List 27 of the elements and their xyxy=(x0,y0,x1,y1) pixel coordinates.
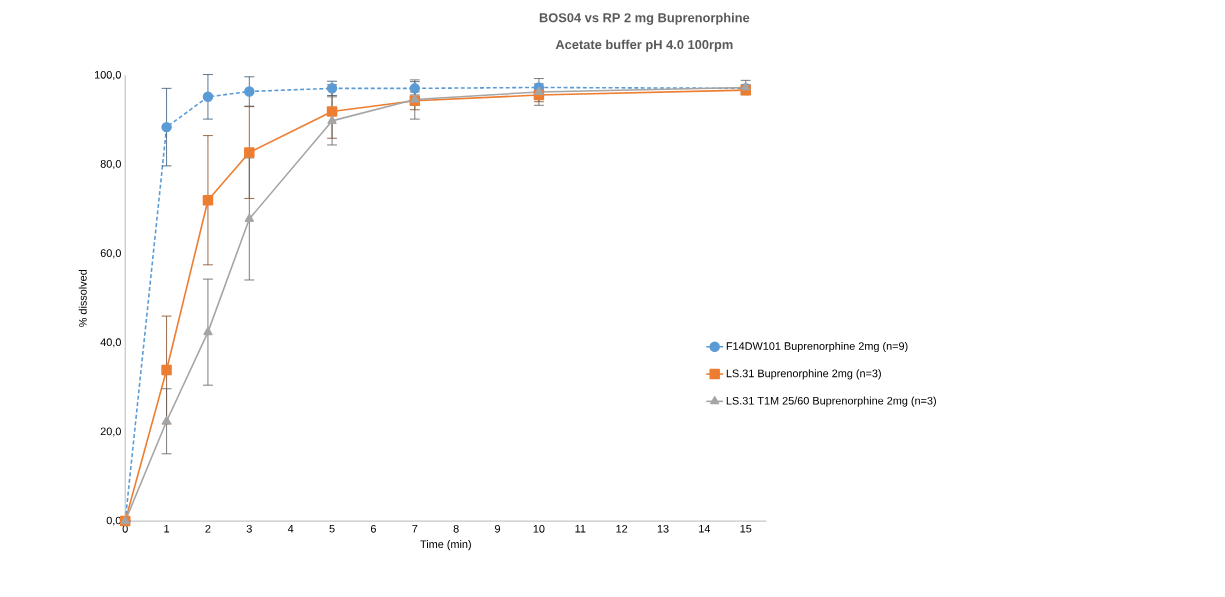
x-tick-label: 7 xyxy=(412,525,418,533)
x-tick-label: 2 xyxy=(205,525,211,533)
y-tick-label: 20,0 xyxy=(100,427,121,437)
y-tick-label: 100,0 xyxy=(94,71,121,81)
x-tick-label: 10 xyxy=(533,525,545,533)
x-tick-label: 14 xyxy=(699,525,711,533)
y-tick-label: 40,0 xyxy=(100,338,121,348)
x-tick-label: 15 xyxy=(740,525,752,533)
x-tick-label: 11 xyxy=(575,525,586,533)
y-tick-label: 60,0 xyxy=(100,249,121,259)
legend-label: LS.31 Buprenorphine 2mg (n=3) xyxy=(726,369,881,380)
x-tick-label: 9 xyxy=(495,525,501,533)
x-tick-label: 6 xyxy=(370,525,376,533)
x-tick-label: 13 xyxy=(657,525,669,533)
x-tick-label: 3 xyxy=(246,525,252,533)
x-tick-label: 1 xyxy=(164,525,170,533)
y-axis-title: % dissolved xyxy=(78,270,87,328)
x-tick-label: 12 xyxy=(616,525,628,533)
legend-label: F14DW101 Buprenorphine 2mg (n=9) xyxy=(726,342,908,353)
x-axis-title: Time (min) xyxy=(420,540,471,551)
y-tick-label: 80,0 xyxy=(100,160,121,170)
x-tick-label: 5 xyxy=(329,525,335,533)
x-tick-label: 4 xyxy=(287,525,294,533)
chart-subtitle: Acetate buffer pH 4.0 100rpm xyxy=(555,39,733,52)
chart-title: BOS04 vs RP 2 mg Buprenorphine xyxy=(539,13,750,26)
legend-label: LS.31 T1M 25/60 Buprenorphine 2mg (n=3) xyxy=(726,396,936,407)
x-tick-label: 8 xyxy=(453,525,459,533)
